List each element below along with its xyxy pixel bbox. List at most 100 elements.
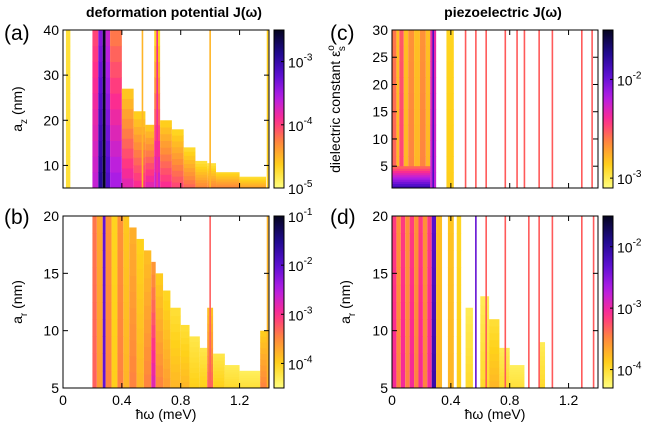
y-tick-label: 25: [372, 49, 388, 65]
colorbar-tick-base: 10: [288, 55, 304, 71]
heatmap-stripe: [399, 30, 404, 188]
heatmap-cell: [96, 319, 103, 337]
colorbar: 10-410-310-2: [602, 215, 642, 389]
colorbar-tick-exponent: -3: [633, 169, 642, 180]
heatmap-cell: [399, 93, 404, 110]
heatmap-cell: [396, 61, 400, 78]
heatmap-cell: [123, 250, 130, 268]
y-tick-label: 15: [372, 265, 388, 281]
heatmap-cell: [260, 347, 269, 354]
heatmap-stripe: [422, 216, 428, 388]
heatmap-cell: [480, 296, 490, 306]
heatmap-cell: [121, 118, 134, 129]
heatmap-cell: [446, 172, 454, 188]
heatmap-cell: [224, 367, 240, 371]
colorbar-tick-base: 10: [617, 363, 633, 379]
heatmap-cell: [123, 336, 130, 354]
heatmap-cell: [195, 177, 208, 181]
heatmap-cell: [239, 374, 261, 377]
heatmap-cell: [436, 267, 443, 286]
heatmap-cell: [171, 129, 184, 136]
heatmap-cell: [509, 381, 525, 384]
heatmap-stripe: [414, 30, 420, 188]
y-axis-label-main: a: [9, 124, 25, 132]
heatmap-cell: [409, 216, 415, 234]
heatmap-cell: [171, 141, 184, 148]
heatmap-cell: [151, 324, 156, 338]
heatmap-cell: [405, 370, 410, 388]
resonance-line: [504, 216, 507, 388]
y-tick-label: 15: [372, 104, 388, 120]
heatmap-cell: [155, 296, 164, 309]
heatmap-cell: [489, 374, 500, 382]
heatmap-cell: [419, 140, 426, 157]
colorbar-tick-label: 10-3: [617, 169, 642, 187]
colorbar-tick-base: 10: [617, 240, 633, 256]
heatmap-cell: [133, 134, 146, 143]
heatmap-cell: [427, 370, 432, 388]
y-axis-label-unit: (nm): [9, 86, 25, 119]
heatmap-cell: [399, 124, 404, 141]
heatmap-cell: [96, 250, 103, 268]
heatmap-cell: [170, 307, 181, 317]
x-tick-label: 0.8: [171, 392, 191, 408]
colorbar-gradient: [273, 215, 285, 389]
heatmap-cell: [163, 290, 171, 301]
heatmap-stripe: [155, 273, 164, 388]
heatmap-cell: [418, 267, 423, 286]
heatmap-cell: [392, 174, 431, 178]
heatmap-cell: [199, 383, 208, 388]
colorbar-tick-label: 10-3: [288, 305, 313, 323]
heatmap-cell: [163, 378, 171, 388]
heatmap-cell: [207, 175, 217, 179]
heatmap-cell: [422, 336, 428, 354]
heatmap-cell: [65, 45, 71, 62]
heatmap-cell: [392, 336, 397, 354]
heatmap-cell: [207, 165, 217, 169]
x-tick-label: 0.4: [441, 392, 461, 408]
heatmap-cell: [480, 332, 490, 343]
heatmap-cell: [199, 375, 208, 381]
heatmap-cell: [207, 173, 217, 176]
heatmap-cell: [422, 319, 428, 337]
heatmap-cell: [509, 385, 525, 388]
heatmap-cell: [408, 77, 415, 94]
heatmap-cell: [419, 156, 426, 173]
heatmap-cell: [96, 267, 103, 286]
resonance-line: [209, 30, 211, 188]
heatmap-stripe: [431, 216, 437, 388]
heatmap-cell: [129, 259, 137, 277]
heatmap-cell: [431, 267, 437, 286]
heatmap-cell: [121, 88, 134, 100]
heatmap-cell: [213, 360, 225, 365]
heatmap-cell: [392, 77, 397, 94]
heatmap-cell: [160, 154, 172, 162]
heatmap-stripe: [98, 30, 103, 188]
heatmap-cell: [414, 302, 419, 320]
resonance-line: [475, 30, 477, 188]
colorbar: 10-310-2: [602, 29, 642, 189]
heatmap-cell: [396, 284, 401, 303]
heatmap-cell: [456, 319, 462, 337]
heatmap-cell: [195, 163, 208, 167]
y-axis-label: ar (nm): [337, 280, 358, 324]
heatmap-cell: [110, 124, 122, 141]
heatmap-stripe: [436, 216, 443, 388]
heatmap-cell: [143, 374, 152, 388]
colorbar-tick-exponent: -4: [304, 354, 313, 365]
heatmap-cell: [136, 268, 144, 285]
heatmap-cell: [422, 370, 428, 388]
heatmap-cell: [129, 291, 137, 309]
heatmap-cell: [396, 30, 400, 47]
heatmap-cell: [92, 93, 99, 110]
heatmap-cell: [414, 77, 420, 94]
heatmap-cell: [403, 109, 409, 126]
heatmap-cell: [405, 319, 410, 337]
heatmap-cell: [110, 172, 122, 188]
heatmap-cell: [151, 299, 156, 313]
heatmap-cell: [447, 233, 454, 251]
heatmap-cell: [446, 45, 454, 62]
heatmap-cell: [170, 379, 181, 388]
heatmap-cell: [102, 353, 106, 372]
heatmap-cell: [105, 284, 112, 303]
